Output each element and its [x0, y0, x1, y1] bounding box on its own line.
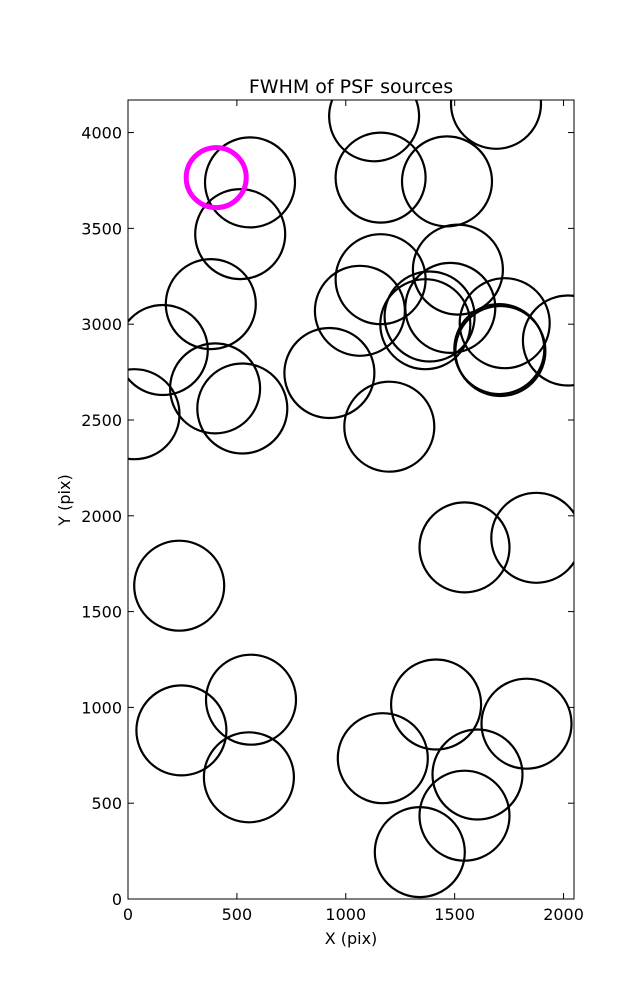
- psf-source-marker: [431, 728, 524, 821]
- chart-title: FWHM of PSF sources: [249, 76, 453, 98]
- x-tick-label: 2000: [543, 905, 584, 924]
- psf-source-marker: [328, 100, 421, 163]
- psf-source-marker: [283, 326, 376, 420]
- psf-source-marker: [196, 362, 289, 455]
- psf-source-marker: [169, 342, 262, 435]
- psf-source-marker: [204, 653, 298, 746]
- data-points-layer: [128, 100, 574, 899]
- psf-source-marker: [379, 278, 472, 371]
- psf-source-marker: [411, 223, 504, 316]
- psf-source-marker: [203, 136, 297, 229]
- psf-source-marker: [135, 684, 228, 777]
- y-tick-label: 1000: [81, 698, 122, 717]
- psf-source-marker: [521, 294, 574, 387]
- y-axis-label: Y (pix): [55, 474, 74, 526]
- psf-source-marker: [404, 261, 497, 354]
- psf-source-marker: [453, 303, 546, 396]
- y-tick-label: 1500: [81, 603, 122, 622]
- psf-source-marker: [383, 270, 476, 363]
- y-tick-label: 2500: [81, 411, 122, 430]
- psf-source-marker: [480, 677, 573, 770]
- x-axis-ticks: 0 500 1000 1500 2000: [123, 100, 584, 924]
- x-tick-label: 1500: [434, 905, 475, 924]
- psf-source-marker: [458, 277, 551, 370]
- psf-source-marker: [390, 658, 483, 751]
- x-tick-label: 1000: [325, 905, 366, 924]
- psf-source-marker: [373, 805, 466, 899]
- psf-source-marker: [334, 131, 427, 224]
- psf-source-marker: [343, 380, 436, 473]
- psf-source-marker: [202, 731, 295, 824]
- y-tick-label: 500: [91, 794, 122, 813]
- psf-source-marker: [133, 539, 226, 632]
- x-tick-label: 500: [222, 905, 253, 924]
- psf-source-marker: [128, 303, 209, 397]
- highlighted-source-marker: [183, 145, 249, 211]
- psf-source-marker: [490, 491, 574, 584]
- y-tick-label: 3500: [81, 219, 122, 238]
- psf-source-marker: [336, 712, 429, 805]
- y-tick-label: 2000: [81, 507, 122, 526]
- y-axis-ticks: 0 500 1000 1500 2000 2500 3000 3500 4000: [81, 124, 574, 909]
- psf-source-marker: [449, 100, 543, 150]
- y-tick-label: 0: [112, 890, 122, 909]
- plot-frame: [127, 99, 575, 900]
- psf-source-marker: [194, 188, 287, 281]
- x-tick-label: 0: [123, 905, 133, 924]
- y-tick-label: 4000: [81, 124, 122, 143]
- x-axis-label: X (pix): [325, 929, 378, 948]
- psf-source-marker: [418, 501, 511, 594]
- y-tick-label: 3000: [81, 315, 122, 334]
